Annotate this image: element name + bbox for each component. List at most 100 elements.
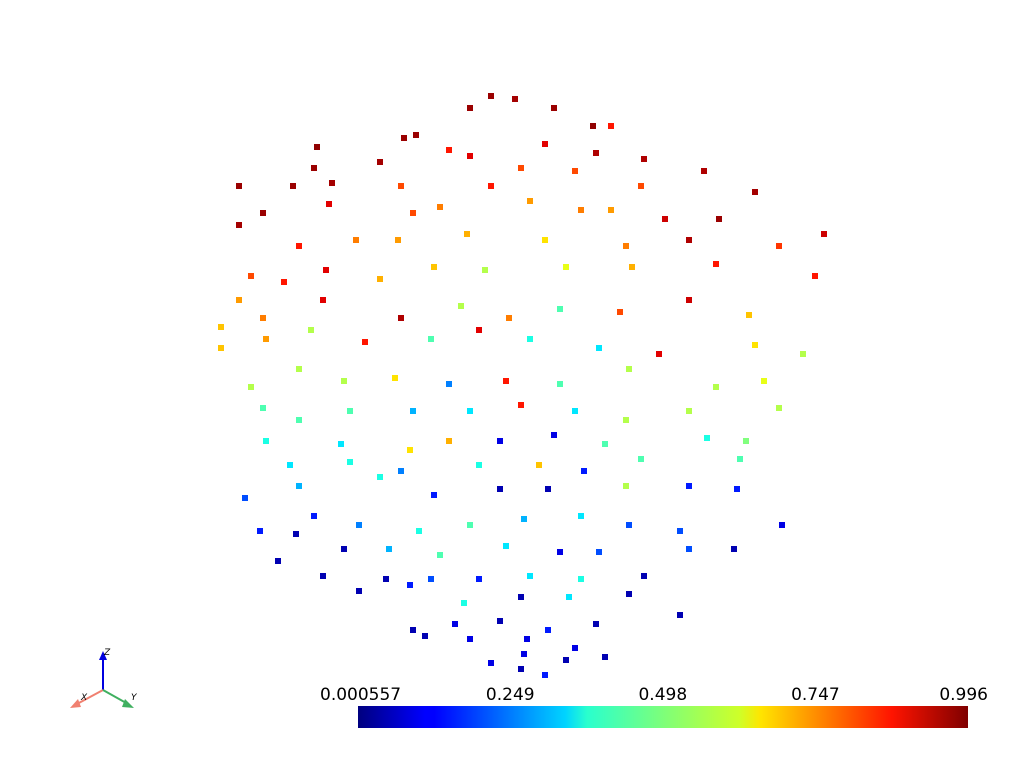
- point: [506, 315, 512, 321]
- point: [323, 267, 329, 273]
- point: [395, 237, 401, 243]
- point: [497, 438, 503, 444]
- point: [626, 522, 632, 528]
- point: [686, 237, 692, 243]
- point: [236, 297, 242, 303]
- point: [398, 315, 404, 321]
- point: [488, 660, 494, 666]
- point: [590, 123, 596, 129]
- point: [446, 438, 452, 444]
- point: [341, 546, 347, 552]
- point: [236, 222, 242, 228]
- point: [566, 594, 572, 600]
- point: [260, 210, 266, 216]
- point: [602, 441, 608, 447]
- colorbar: [358, 706, 968, 728]
- point: [503, 543, 509, 549]
- point: [524, 636, 530, 642]
- point: [428, 336, 434, 342]
- orientation-axes: X Y Z: [70, 648, 138, 708]
- point: [779, 522, 785, 528]
- point: [356, 522, 362, 528]
- point: [551, 105, 557, 111]
- point: [581, 468, 587, 474]
- point: [383, 576, 389, 582]
- colorbar-tick-label: 0.249: [486, 685, 535, 705]
- point: [542, 672, 548, 678]
- point: [623, 483, 629, 489]
- point: [311, 513, 317, 519]
- point: [482, 267, 488, 273]
- point: [572, 168, 578, 174]
- point: [536, 462, 542, 468]
- point: [602, 654, 608, 660]
- point: [503, 378, 509, 384]
- point: [731, 546, 737, 552]
- point: [287, 462, 293, 468]
- point: [518, 402, 524, 408]
- point: [527, 573, 533, 579]
- point: [521, 516, 527, 522]
- point: [608, 207, 614, 213]
- point: [296, 243, 302, 249]
- point: [686, 408, 692, 414]
- point: [242, 495, 248, 501]
- point: [497, 618, 503, 624]
- point: [461, 600, 467, 606]
- point: [545, 486, 551, 492]
- point-cloud: [218, 93, 827, 678]
- point: [563, 264, 569, 270]
- point: [464, 231, 470, 237]
- point: [275, 558, 281, 564]
- point: [260, 315, 266, 321]
- point: [410, 210, 416, 216]
- colorbar-tick-label: 0.747: [791, 685, 840, 705]
- point: [362, 339, 368, 345]
- point: [218, 345, 224, 351]
- point: [542, 141, 548, 147]
- point: [623, 417, 629, 423]
- point: [341, 378, 347, 384]
- point: [431, 264, 437, 270]
- point: [572, 645, 578, 651]
- point: [293, 531, 299, 537]
- point: [746, 312, 752, 318]
- colorbar-labels: 0.000557 0.249 0.498 0.747 0.996: [320, 685, 988, 705]
- point: [263, 336, 269, 342]
- point: [629, 264, 635, 270]
- point: [578, 576, 584, 582]
- point: [467, 636, 473, 642]
- point: [617, 309, 623, 315]
- point: [521, 651, 527, 657]
- point: [518, 165, 524, 171]
- z-axis-label: Z: [103, 648, 111, 658]
- y-axis-arrow: [102, 689, 129, 705]
- point: [752, 342, 758, 348]
- point: [662, 216, 668, 222]
- point: [713, 384, 719, 390]
- x-axis-label: X: [80, 693, 88, 703]
- point: [737, 456, 743, 462]
- colorbar-tick-label: 0.996: [939, 685, 988, 705]
- point: [608, 123, 614, 129]
- point: [320, 573, 326, 579]
- point: [677, 612, 683, 618]
- colorbar-tick-label: 0.000557: [320, 685, 401, 705]
- z-arrow-head: [99, 651, 107, 660]
- point: [656, 351, 662, 357]
- point: [686, 546, 692, 552]
- point: [512, 96, 518, 102]
- point: [398, 183, 404, 189]
- point: [476, 576, 482, 582]
- point: [596, 345, 602, 351]
- point: [458, 303, 464, 309]
- point: [476, 327, 482, 333]
- point: [437, 552, 443, 558]
- point: [704, 435, 710, 441]
- point: [623, 243, 629, 249]
- point: [776, 405, 782, 411]
- colorbar-tick-label: 0.498: [638, 685, 687, 705]
- point: [437, 204, 443, 210]
- point: [296, 417, 302, 423]
